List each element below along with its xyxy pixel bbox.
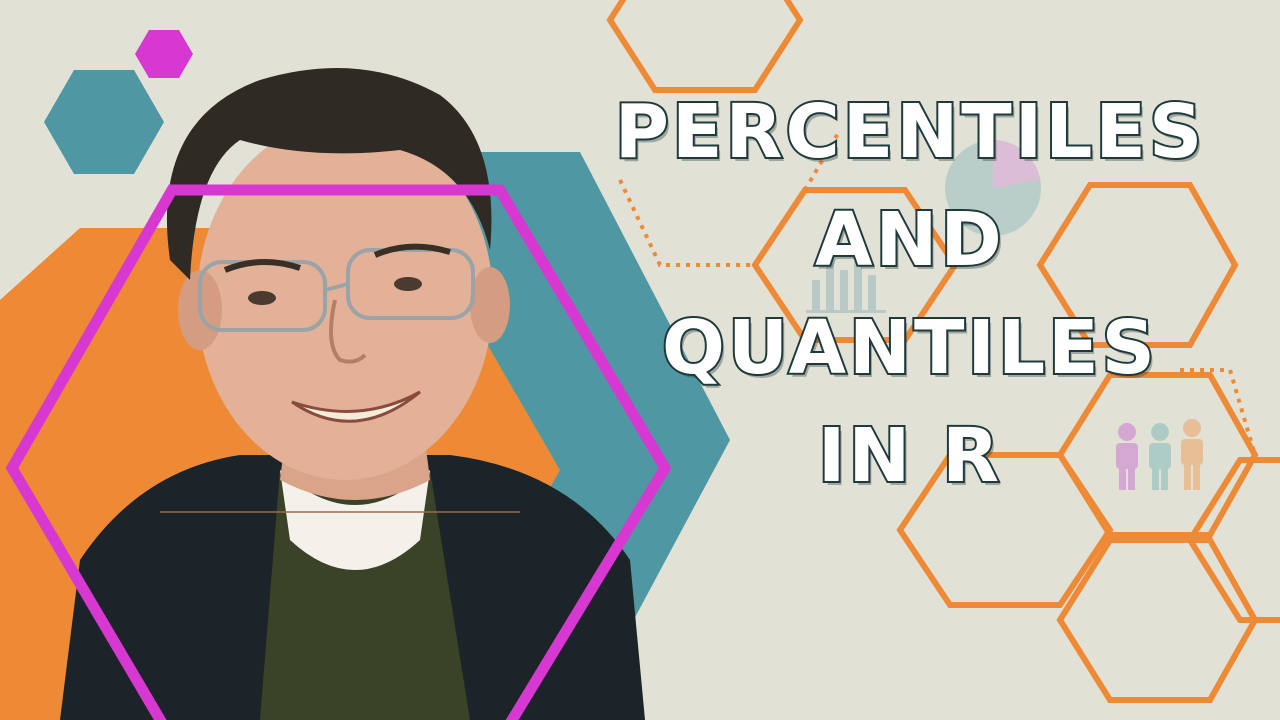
honeycomb-pattern — [606, 0, 1280, 703]
small-teal-hexagon — [44, 70, 164, 174]
people-icon — [1116, 419, 1203, 490]
title-line-3: QUANTILES — [660, 303, 1158, 393]
pie-chart-icon — [945, 140, 1041, 236]
title-line-4: IN R — [816, 411, 1003, 501]
title-line-2: AND — [813, 195, 1005, 285]
title-line-1: PERCENTILES — [613, 87, 1206, 177]
magenta-hexagon-frame — [5, 184, 672, 720]
bar-chart-icon — [806, 250, 886, 313]
presenter-photo — [60, 68, 645, 720]
dotted-connectors — [618, 128, 1257, 456]
small-magenta-hexagon — [135, 30, 193, 78]
video-title: PERCENTILES AND QUANTILES IN R — [560, 78, 1260, 510]
